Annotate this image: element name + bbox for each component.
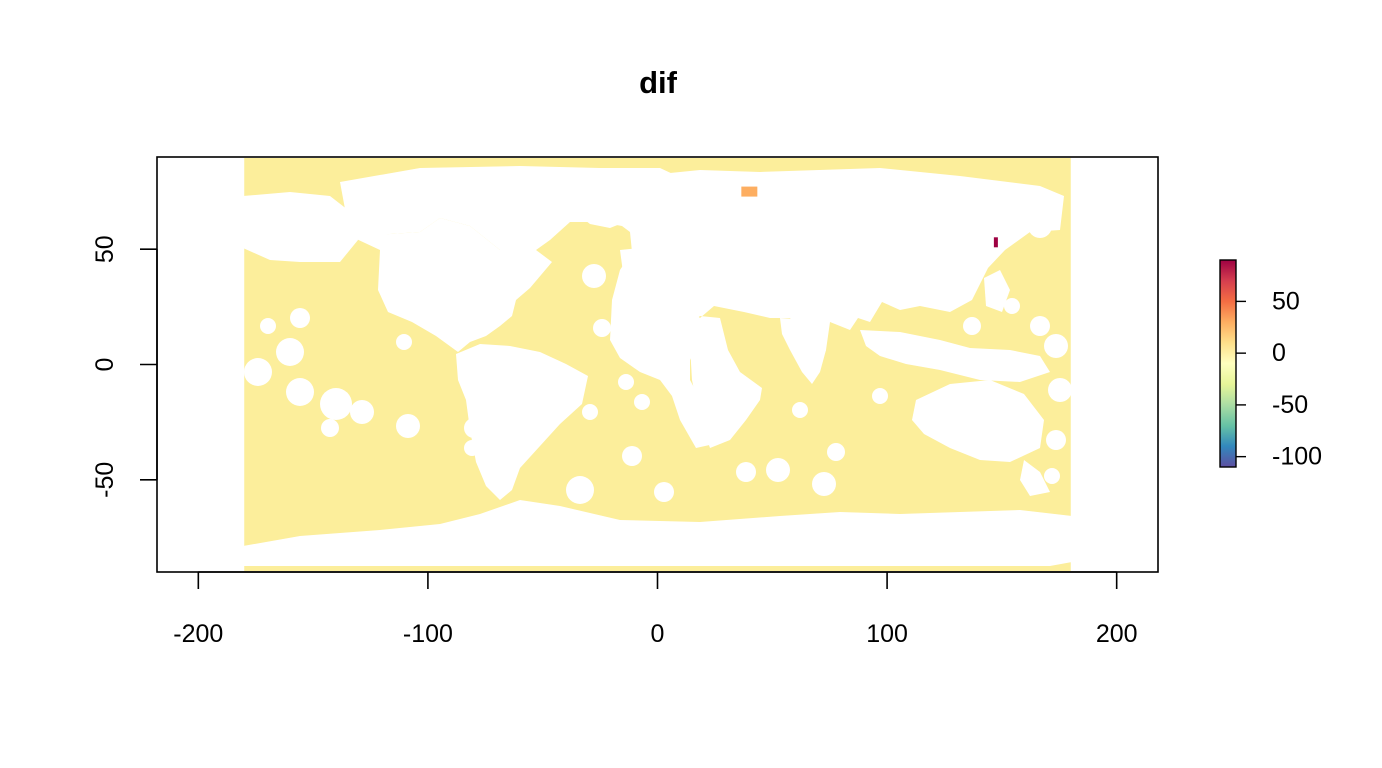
land-south-america [456,344,588,500]
island [499,281,517,299]
island [736,462,756,482]
island [634,394,650,410]
colorbar-legend: 50 0 -50 -100 [1219,259,1322,471]
land-southeast-asia [860,330,1050,382]
island [350,400,374,424]
colorbar-tick-label: 0 [1272,339,1286,367]
land-mask [243,166,1072,566]
island [593,319,611,337]
colorbar-tick-label: -100 [1272,443,1322,471]
chart-title: dif [639,65,678,100]
x-tick-label: 0 [651,620,665,648]
land-australia [912,380,1044,462]
island [566,476,594,504]
island [396,414,420,438]
island [286,378,314,406]
island [244,358,272,386]
island [396,334,412,350]
island [766,458,790,482]
land-greenland [560,168,690,228]
island [812,472,836,496]
y-axis: -50 0 50 [91,235,158,498]
land-new-zealand [1020,460,1050,496]
island [290,308,310,328]
island [260,318,276,334]
island [792,402,808,418]
island [276,338,304,366]
difference-raster [243,158,1072,571]
land-antarctica [243,500,1072,566]
land-alaska [243,192,358,262]
x-tick-label: -200 [173,620,223,648]
colorbar-tick-label: 50 [1272,287,1300,315]
land-india [780,318,826,384]
island [1004,298,1020,314]
island [582,264,606,288]
colorbar [1219,259,1237,468]
hotspot-cell [741,186,758,197]
land-north-america-south [350,218,552,352]
y-tick-label: 50 [91,235,119,263]
land-japan [984,270,1010,312]
island [1028,214,1052,238]
island [654,482,674,502]
island [622,446,642,466]
hotspot-cell [993,237,998,248]
x-tick-label: 100 [866,620,908,648]
island [1048,378,1072,402]
island [582,404,598,420]
island [1044,468,1060,484]
island [827,443,845,461]
island [1030,316,1050,336]
island [464,418,484,438]
island [464,440,480,456]
colorbar-ticks: 50 0 -50 -100 [1236,287,1322,471]
x-axis: -200 -100 0 100 200 [173,571,1138,648]
x-tick-label: 200 [1096,620,1138,648]
island [650,188,670,208]
island [320,388,352,420]
hotspot-layer [741,186,998,248]
island [872,388,888,404]
island [321,419,339,437]
island [963,317,981,335]
island [1046,430,1066,450]
y-tick-label: 0 [91,358,119,372]
land-north-america [340,166,1064,448]
x-tick-label: -100 [403,620,453,648]
land-europe [620,240,700,290]
land-africa [610,296,714,448]
y-tick-label: -50 [91,462,119,498]
island [1044,334,1068,358]
island [618,374,634,390]
colorbar-tick-label: -50 [1272,391,1308,419]
